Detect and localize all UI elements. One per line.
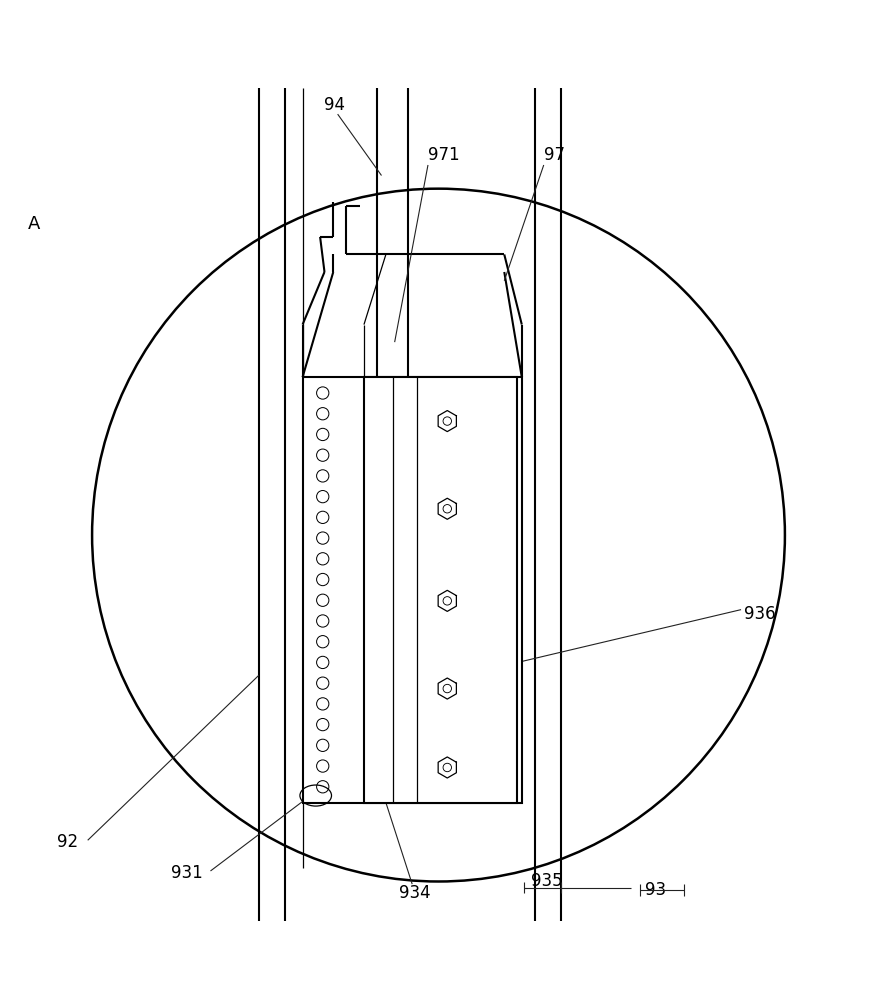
Text: 97: 97: [544, 146, 565, 164]
Bar: [364, 377, 517, 803]
Text: 935: 935: [531, 872, 562, 890]
Bar: [303, 377, 522, 803]
Text: 93: 93: [645, 881, 666, 899]
Text: 92: 92: [57, 833, 78, 851]
Text: 931: 931: [171, 864, 203, 882]
Text: 94: 94: [324, 96, 346, 114]
Text: 971: 971: [428, 146, 460, 164]
Text: A: A: [28, 215, 40, 233]
Text: 936: 936: [744, 605, 775, 623]
Text: 934: 934: [399, 884, 431, 902]
